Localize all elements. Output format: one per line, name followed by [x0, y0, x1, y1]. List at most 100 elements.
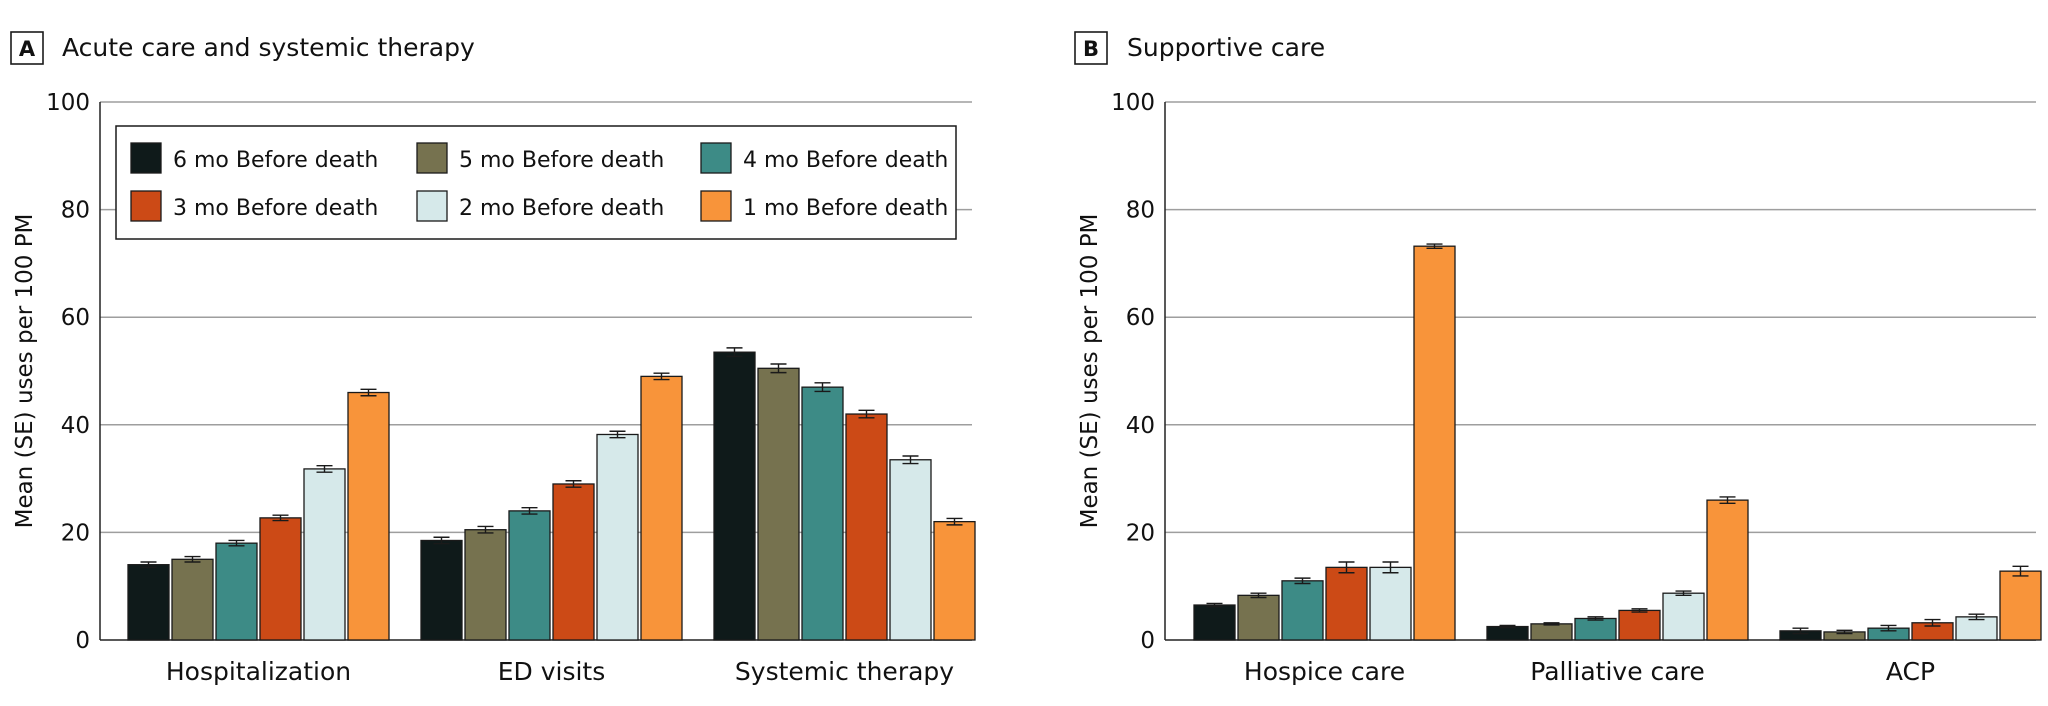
error-bar — [1206, 602, 1223, 608]
x-tick-label: Systemic therapy — [735, 657, 954, 686]
bar-palliative-care-series-2 — [1574, 617, 1617, 641]
error-bar — [1880, 624, 1897, 632]
panel-letter: A — [19, 37, 36, 61]
error-bar — [1543, 622, 1560, 626]
error-bar — [1675, 590, 1692, 597]
legend-label: 5 mo Before death — [459, 148, 664, 173]
error-bar — [184, 555, 201, 563]
y-tick-label: 80 — [1126, 198, 1155, 224]
legend-label: 2 mo Before death — [459, 196, 664, 221]
y-tick-label: 40 — [61, 413, 90, 439]
bar-hospitalization-series-2 — [215, 542, 258, 641]
legend-label: 1 mo Before death — [743, 196, 948, 221]
error-bar — [770, 363, 787, 374]
chart-panel-a: A Acute care and systemic therapy 0 20 40 60 8… — [10, 31, 976, 686]
error-bar — [946, 517, 963, 526]
bar-palliative-care-series-4 — [1662, 592, 1705, 641]
panel-letter: B — [1083, 37, 1099, 61]
bar-ed-visits-series-1 — [464, 529, 507, 641]
error-bar — [1924, 618, 1941, 627]
legend-swatch — [130, 142, 162, 174]
error-bar — [1499, 624, 1516, 629]
y-tick-label: 40 — [1126, 413, 1155, 439]
error-bar — [1836, 629, 1853, 635]
error-bar — [902, 455, 919, 465]
error-bar — [1338, 561, 1355, 574]
error-bar — [1968, 613, 1985, 621]
bar-hospice-care-series-3 — [1325, 566, 1368, 641]
x-tick-label: Palliative care — [1530, 657, 1704, 686]
bar-systemic-therapy-series-3 — [845, 413, 888, 641]
legend: 6 mo Before death 5 mo Before death 4 mo B… — [115, 125, 957, 240]
error-bar — [1631, 608, 1648, 613]
bar-hospitalization-series-1 — [171, 558, 214, 641]
bar-hospice-care-series-0 — [1193, 604, 1236, 641]
legend-swatch — [700, 142, 732, 174]
bar-ed-visits-series-5 — [640, 375, 683, 641]
y-tick-label: 0 — [75, 628, 90, 654]
bar-systemic-therapy-series-4 — [889, 459, 932, 641]
bar-hospice-care-series-4 — [1369, 566, 1412, 641]
error-bar — [1250, 592, 1267, 599]
error-bar — [1792, 627, 1809, 635]
y-tick-label: 0 — [1140, 628, 1155, 654]
bar-hospice-care-series-2 — [1281, 580, 1324, 641]
error-bar — [565, 480, 582, 488]
error-bar — [814, 382, 831, 393]
bar-hospitalization-series-4 — [303, 468, 346, 641]
bar-systemic-therapy-series-5 — [933, 520, 976, 641]
y-tick-label: 100 — [1111, 90, 1155, 116]
bar-systemic-therapy-series-2 — [801, 386, 844, 641]
error-bar — [609, 430, 626, 439]
error-bar — [1294, 577, 1311, 585]
legend-swatch — [416, 190, 448, 222]
error-bar — [272, 514, 289, 522]
legend-box — [115, 125, 957, 240]
error-bar — [1426, 243, 1443, 250]
error-bar — [228, 539, 245, 547]
bar-ed-visits-series-0 — [420, 539, 463, 641]
error-bar — [1719, 496, 1736, 505]
error-bar — [521, 506, 538, 515]
chart-panel-b: B Supportive care 0 20 40 60 80 100 Mean (SE) us… — [1074, 31, 2042, 686]
legend-label: 4 mo Before death — [743, 148, 948, 173]
bar-acp-series-4 — [1955, 616, 1998, 641]
bar-hospitalization-series-5 — [347, 391, 390, 641]
x-tick-label: ACP — [1886, 657, 1935, 686]
error-bar — [1587, 616, 1604, 621]
y-tick-label: 60 — [61, 305, 90, 331]
y-tick-label: 80 — [61, 198, 90, 224]
bar-ed-visits-series-4 — [596, 433, 639, 641]
y-axis-label: Mean (SE) uses per 100 PM — [12, 214, 38, 529]
legend-swatch — [416, 142, 448, 174]
bar-hospitalization-series-3 — [259, 517, 302, 641]
bar-hospice-care-series-1 — [1237, 594, 1280, 641]
y-tick-label: 20 — [1126, 520, 1155, 546]
error-bar — [477, 525, 494, 534]
error-bar — [653, 372, 670, 381]
bar-systemic-therapy-series-0 — [713, 351, 756, 641]
bar-palliative-care-series-1 — [1530, 623, 1573, 641]
y-tick-label: 100 — [46, 90, 90, 116]
bar-systemic-therapy-series-1 — [757, 367, 800, 641]
panel-label-box — [1074, 31, 1108, 65]
legend-swatch — [700, 190, 732, 222]
panel-label-box — [10, 31, 44, 65]
error-bar — [316, 464, 333, 473]
y-tick-label: 60 — [1126, 305, 1155, 331]
chart-title: Acute care and systemic therapy — [62, 33, 475, 62]
bar-hospitalization-series-0 — [127, 564, 170, 641]
error-bar — [726, 347, 743, 358]
error-bar — [1382, 561, 1399, 574]
legend-swatch — [130, 190, 162, 222]
error-bar — [858, 409, 875, 419]
legend-label: 3 mo Before death — [173, 196, 378, 221]
bar-palliative-care-series-5 — [1706, 499, 1749, 641]
x-tick-label: Hospitalization — [166, 657, 351, 686]
bar-ed-visits-series-3 — [552, 483, 595, 641]
legend-label: 6 mo Before death — [173, 148, 378, 173]
error-bar — [140, 561, 157, 569]
bar-hospice-care-series-5 — [1413, 245, 1456, 641]
